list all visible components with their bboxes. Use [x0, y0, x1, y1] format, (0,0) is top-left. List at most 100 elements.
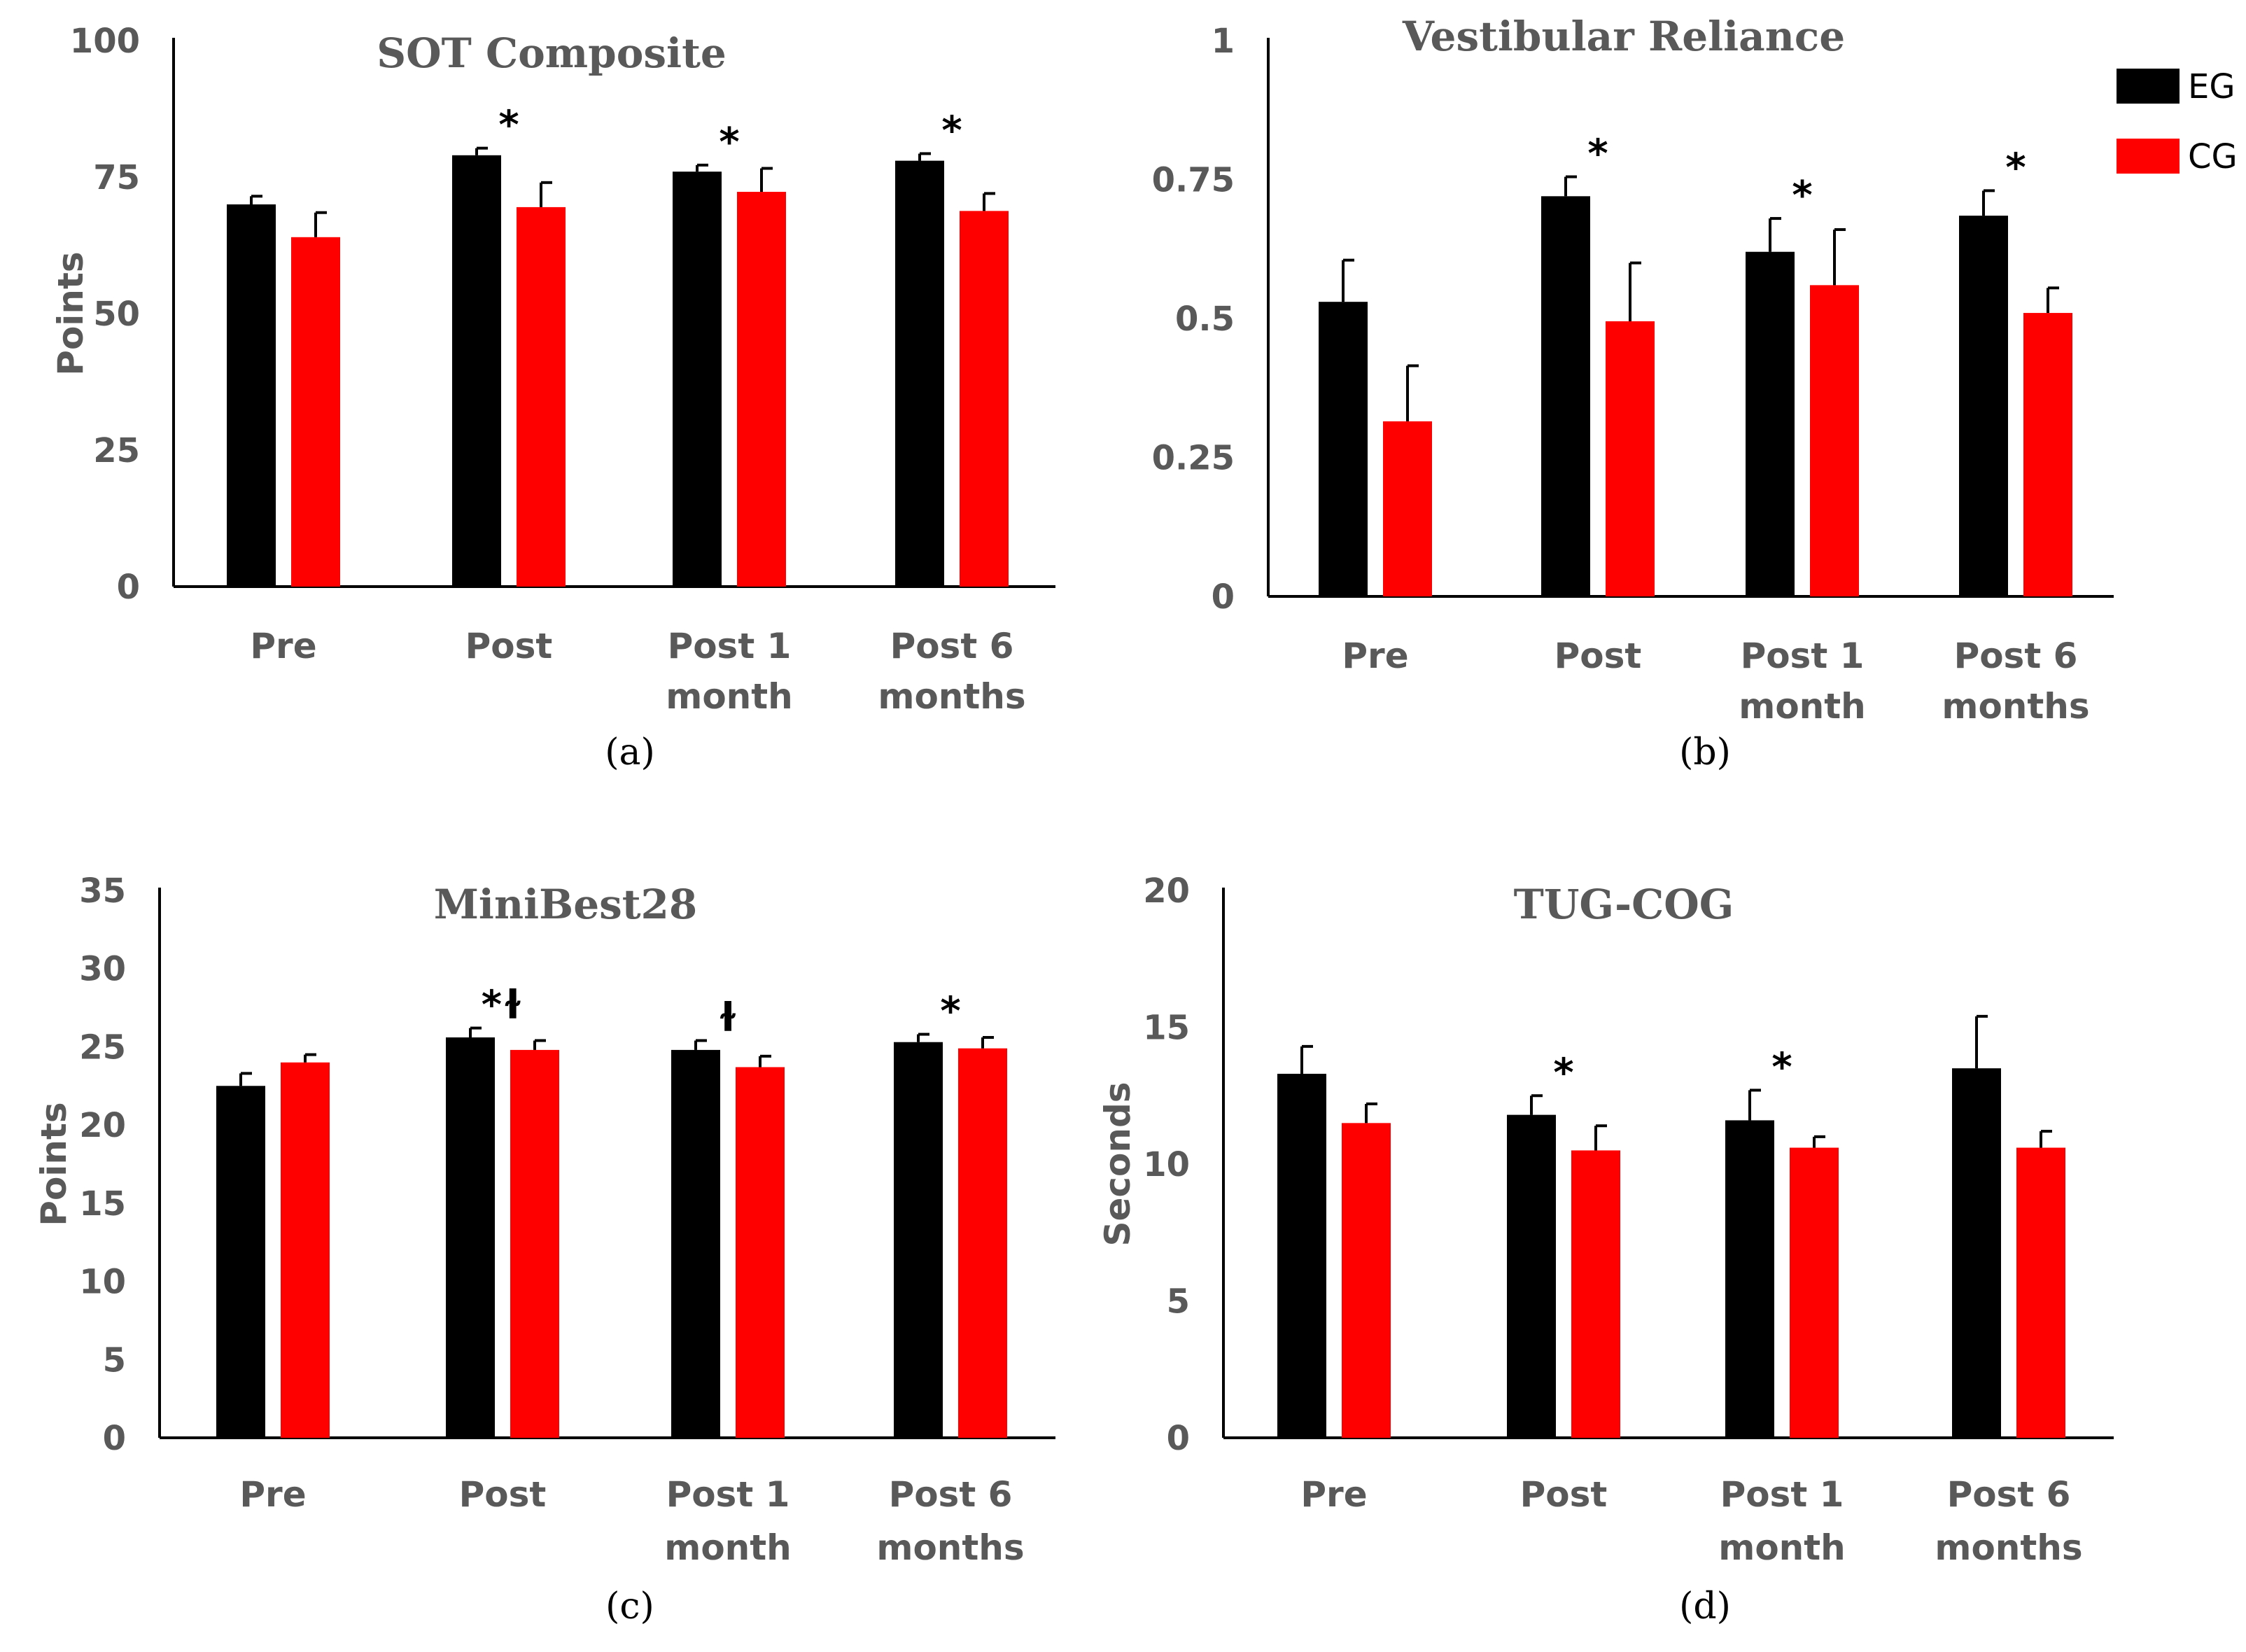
chart-d-panel-label: (d)	[1679, 1586, 1731, 1628]
chart-b-bar-cg-3	[2023, 313, 2072, 596]
chart-d-significance-marker: *	[1771, 1044, 1792, 1090]
chart-c-category-label: Post 6	[889, 1474, 1013, 1515]
chart-b-category-label-line2: months	[1942, 686, 2089, 727]
chart-d-y-tick-label: 10	[1143, 1145, 1190, 1184]
chart-b-y-tick-label: 0.75	[1152, 161, 1235, 200]
chart-a-significance-marker: *	[498, 103, 519, 148]
chart-b-y-tick-label: 1	[1212, 22, 1235, 61]
chart-d-bar-eg-3	[1952, 1068, 2001, 1438]
chart-b-bar-cg-2	[1810, 285, 1859, 596]
chart-d-significance-marker: *	[1553, 1050, 1573, 1096]
chart-c-category-label-line2: month	[664, 1527, 792, 1568]
chart-b-y-tick-label: 0.5	[1175, 300, 1235, 339]
chart-b-y-tick-label: 0.25	[1152, 439, 1235, 478]
chart-d-y-tick-label: 0	[1167, 1419, 1190, 1458]
chart-a-category-label: Post	[465, 626, 553, 666]
chart-c-bar-eg-0	[216, 1086, 265, 1438]
chart-c-bar-cg-2	[736, 1067, 785, 1438]
chart-d-bar-cg-0	[1342, 1123, 1391, 1438]
chart-d-category-label-line2: month	[1718, 1527, 1846, 1568]
chart-c-bar-eg-1	[446, 1037, 495, 1438]
chart-c-y-tick-label: 10	[79, 1263, 126, 1302]
chart-d-category-label: Post	[1520, 1474, 1608, 1515]
chart-c-panel-label: (c)	[605, 1586, 654, 1628]
chart-a-y-tick-label: 50	[93, 295, 140, 334]
chart-d-bar-cg-2	[1790, 1147, 1839, 1438]
chart-b-bar-eg-1	[1541, 196, 1590, 596]
chart-b-category-label: Post 6	[1954, 636, 2078, 676]
chart-c-title: MiniBest28	[434, 881, 698, 928]
chart-c-y-tick-label: 0	[103, 1419, 126, 1458]
chart-a-category-label: Post 6	[890, 626, 1014, 666]
chart-d-bar-eg-0	[1277, 1073, 1326, 1438]
chart-a-y-axis-label: Points	[50, 251, 91, 375]
chart-d-title: TUG-COG	[1514, 881, 1734, 928]
chart-d-bar-cg-3	[2016, 1147, 2065, 1438]
legend-swatch-eg	[2117, 69, 2180, 104]
chart-a-bar-eg-1	[452, 155, 501, 587]
chart-d-category-label-line2: months	[1935, 1527, 2082, 1568]
chart-c-y-tick-label: 20	[79, 1106, 126, 1145]
chart-c-category-label: Post	[459, 1474, 547, 1515]
chart-a-y-tick-label: 100	[70, 22, 140, 61]
chart-a-category-label-line2: month	[666, 676, 793, 717]
chart-a-bar-cg-1	[517, 206, 566, 587]
chart-a-category-label: Pre	[250, 626, 316, 666]
chart-c-significance-marker: *	[940, 989, 960, 1035]
chart-d-bar-eg-2	[1725, 1120, 1774, 1438]
chart-c-y-tick-label: 5	[103, 1340, 126, 1380]
chart-a-panel-label: (a)	[605, 732, 655, 774]
chart-c-category-label-line2: months	[876, 1527, 1024, 1568]
chart-d-category-label: Post 1	[1720, 1474, 1844, 1515]
chart-c-bar-cg-0	[281, 1062, 330, 1438]
legend: EG CG	[2117, 67, 2238, 176]
chart-b-significance-marker: *	[1587, 132, 1608, 177]
chart-b-bar-cg-1	[1606, 321, 1655, 596]
legend-label-eg: EG	[2188, 67, 2236, 106]
chart-c-y-axis-label: Points	[34, 1102, 74, 1226]
chart-b-y-tick-label: 0	[1212, 578, 1235, 617]
chart-d-category-label: Pre	[1300, 1474, 1367, 1515]
chart-c-significance-marker: *ɫ	[482, 983, 524, 1028]
chart-b-category-label-line2: month	[1739, 686, 1866, 727]
chart-b-category-label: Post 1	[1741, 636, 1865, 676]
chart-c-y-tick-label: 15	[79, 1184, 126, 1224]
chart-d-bar-cg-1	[1571, 1150, 1620, 1438]
chart-a-bar-cg-0	[291, 237, 340, 587]
chart-c-bar-eg-2	[671, 1049, 720, 1438]
chart-a-significance-marker: *	[941, 108, 962, 153]
chart-b-significance-marker: *	[2005, 145, 2026, 190]
legend-swatch-cg	[2117, 139, 2180, 174]
chart-c-y-tick-label: 35	[79, 872, 126, 911]
chart-b-significance-marker: *	[1792, 173, 1812, 218]
chart-a-y-tick-label: 25	[93, 431, 140, 470]
chart-c-bar-cg-3	[958, 1048, 1007, 1438]
chart-d-bar-eg-1	[1507, 1114, 1556, 1438]
chart-d-y-axis-label: Seconds	[1097, 1082, 1138, 1246]
chart-c-y-tick-label: 25	[79, 1028, 126, 1067]
legend-label-cg: CG	[2188, 137, 2238, 176]
chart-c-category-label: Post 1	[666, 1474, 790, 1515]
chart-a-title: SOT Composite	[377, 29, 727, 77]
chart-b-bar-cg-0	[1383, 421, 1432, 596]
chart-c-significance-marker: ɫ	[717, 995, 738, 1040]
chart-b-category-label: Post	[1554, 636, 1642, 676]
chart-a-category-label: Post 1	[668, 626, 792, 666]
chart-a-bar-cg-3	[960, 211, 1009, 587]
chart-b-bar-eg-2	[1746, 251, 1795, 596]
chart-a-y-tick-label: 75	[93, 158, 140, 197]
chart-a-bar-eg-0	[227, 204, 276, 587]
chart-a-bar-eg-3	[895, 160, 944, 587]
chart-d-y-tick-label: 5	[1167, 1282, 1190, 1322]
chart-d-y-tick-label: 20	[1143, 872, 1190, 911]
chart-c-bar-cg-1	[510, 1049, 559, 1438]
chart-c-bar-eg-3	[894, 1042, 943, 1438]
chart-a-y-tick-label: 0	[117, 568, 140, 607]
chart-b-title: Vestibular Reliance	[1402, 13, 1845, 60]
chart-c-category-label: Pre	[239, 1474, 306, 1515]
chart-d-y-tick-label: 15	[1143, 1009, 1190, 1048]
chart-b-bar-eg-3	[1959, 216, 2008, 596]
chart-b-category-label: Pre	[1342, 636, 1408, 676]
chart-d-category-label: Post 6	[1947, 1474, 2071, 1515]
